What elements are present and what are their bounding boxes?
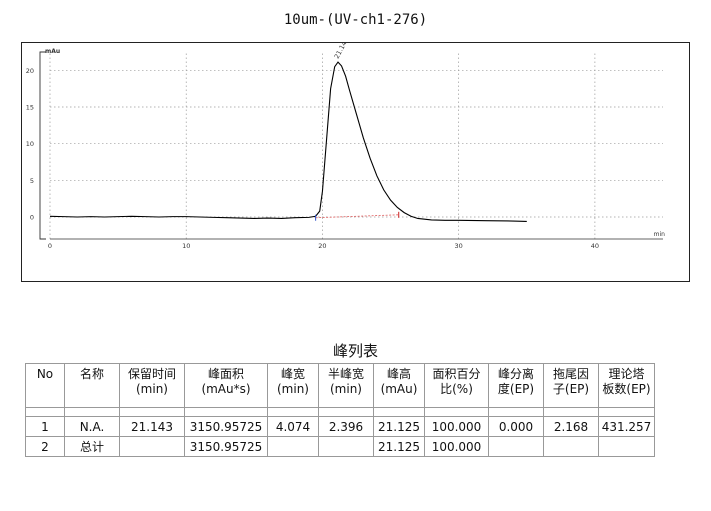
table-header-cell: 名称 bbox=[64, 363, 120, 408]
header-line: 峰分离 bbox=[497, 367, 534, 381]
table-cell: 21.125 bbox=[373, 436, 425, 457]
table-cell bbox=[119, 436, 185, 457]
spacer-cell bbox=[424, 407, 489, 417]
y-axis-bracket bbox=[39, 51, 46, 240]
table-cell: 4.074 bbox=[267, 416, 319, 437]
spacer-cell bbox=[488, 407, 544, 417]
header-line: (min) bbox=[330, 382, 362, 396]
header-line: 度(EP) bbox=[497, 382, 535, 396]
table-cell: 21.125 bbox=[373, 416, 425, 437]
spacer-cell bbox=[184, 407, 268, 417]
y-tick-label: 0 bbox=[30, 214, 34, 222]
header-line: (mAu) bbox=[380, 382, 418, 396]
table-row: 1 N.A. 21.143 3150.95725 4.074 2.396 21.125 100… bbox=[25, 416, 655, 437]
spacer-cell bbox=[25, 407, 65, 417]
x-tick-label: 20 bbox=[318, 242, 326, 250]
x-tick-label: 0 bbox=[48, 242, 52, 250]
chart-title: 10um-(UV-ch1-276) bbox=[283, 12, 428, 28]
spacer-cell bbox=[543, 407, 599, 417]
table-header-cell: 保留时间 (min) bbox=[119, 363, 185, 408]
spacer-cell bbox=[373, 407, 425, 417]
header-line: 子(EP) bbox=[552, 382, 590, 396]
header-line: 拖尾因 bbox=[552, 367, 589, 381]
header-line: 峰面积 bbox=[207, 367, 244, 381]
table-cell bbox=[488, 436, 544, 457]
peak-label: 21.143 bbox=[333, 43, 351, 60]
spacer-cell bbox=[318, 407, 374, 417]
table-cell: 0.000 bbox=[488, 416, 544, 437]
header-line: 峰宽 bbox=[280, 367, 305, 381]
chromatogram-plot: 0 5 10 15 20 0 10 20 30 40 mAu min 21.143 bbox=[26, 43, 666, 250]
table-cell: 2.168 bbox=[543, 416, 599, 437]
peak-table: No 名称 保留时间 (min) 峰面积 (mAu*s) 峰宽 (min) 半峰宽 (min) 峰高… bbox=[25, 363, 655, 457]
table-cell: 431.257 bbox=[598, 416, 655, 437]
table-cell: 21.143 bbox=[119, 416, 185, 437]
spacer-cell bbox=[598, 407, 655, 417]
header-line: 名称 bbox=[79, 367, 104, 381]
x-tick-label: 10 bbox=[182, 242, 190, 250]
chart-frame: 0 5 10 15 20 0 10 20 30 40 mAu min 21.143 bbox=[21, 42, 690, 282]
x-tick-label: 40 bbox=[591, 242, 599, 250]
table-cell: 100.000 bbox=[424, 416, 489, 437]
x-tick-label: 30 bbox=[455, 242, 463, 250]
spacer-cell bbox=[119, 407, 185, 417]
table-title: 峰列表 bbox=[332, 342, 378, 360]
header-line: 比(%) bbox=[440, 382, 473, 396]
table-header-cell: 拖尾因 子(EP) bbox=[543, 363, 599, 408]
table-cell bbox=[267, 436, 319, 457]
y-axis-label: mAu bbox=[45, 48, 60, 55]
y-tick-label: 15 bbox=[26, 104, 34, 112]
table-cell: 总计 bbox=[64, 436, 120, 457]
table-cell: 2.396 bbox=[318, 416, 374, 437]
table-header-cell: No bbox=[25, 363, 65, 408]
table-cell bbox=[543, 436, 599, 457]
table-row: 2 总计 3150.95725 21.125 100.000 bbox=[25, 436, 655, 457]
table-header-cell: 面积百分 比(%) bbox=[424, 363, 489, 408]
table-header-cell: 峰面积 (mAu*s) bbox=[184, 363, 268, 408]
table-spacer-row bbox=[25, 407, 655, 417]
chromatogram-trace bbox=[49, 61, 527, 222]
header-line: 保留时间 bbox=[127, 367, 176, 381]
table-header-cell: 峰分离 度(EP) bbox=[488, 363, 544, 408]
table-header-cell: 峰高 (mAu) bbox=[373, 363, 425, 408]
table-header-row: No 名称 保留时间 (min) 峰面积 (mAu*s) 峰宽 (min) 半峰宽 (min) 峰高… bbox=[25, 363, 655, 408]
header-line: (min) bbox=[136, 382, 168, 396]
table-cell: 100.000 bbox=[424, 436, 489, 457]
spacer-cell bbox=[267, 407, 319, 417]
table-header-cell: 半峰宽 (min) bbox=[318, 363, 374, 408]
table-cell bbox=[598, 436, 655, 457]
header-line: (mAu*s) bbox=[201, 382, 251, 396]
y-tick-label: 20 bbox=[26, 67, 34, 75]
table-cell: 3150.95725 bbox=[184, 436, 268, 457]
header-line: No bbox=[36, 367, 54, 381]
header-line: (min) bbox=[277, 382, 309, 396]
header-line: 理论塔 bbox=[608, 367, 645, 381]
table-cell: 1 bbox=[25, 416, 65, 437]
header-line: 峰高 bbox=[386, 367, 411, 381]
table-header-cell: 理论塔 板数(EP) bbox=[598, 363, 655, 408]
x-axis-label: min bbox=[654, 231, 666, 238]
table-cell: 3150.95725 bbox=[184, 416, 268, 437]
header-line: 半峰宽 bbox=[327, 367, 364, 381]
y-tick-label: 5 bbox=[30, 177, 34, 185]
table-header-cell: 峰宽 (min) bbox=[267, 363, 319, 408]
header-line: 板数(EP) bbox=[602, 382, 651, 396]
y-tick-label: 10 bbox=[26, 140, 34, 148]
spacer-cell bbox=[64, 407, 120, 417]
table-cell: N.A. bbox=[64, 416, 120, 437]
table-body: 1 N.A. 21.143 3150.95725 4.074 2.396 21.125 100… bbox=[25, 407, 655, 457]
table-cell: 2 bbox=[25, 436, 65, 457]
table-cell bbox=[318, 436, 374, 457]
header-line: 面积百分 bbox=[432, 367, 481, 381]
